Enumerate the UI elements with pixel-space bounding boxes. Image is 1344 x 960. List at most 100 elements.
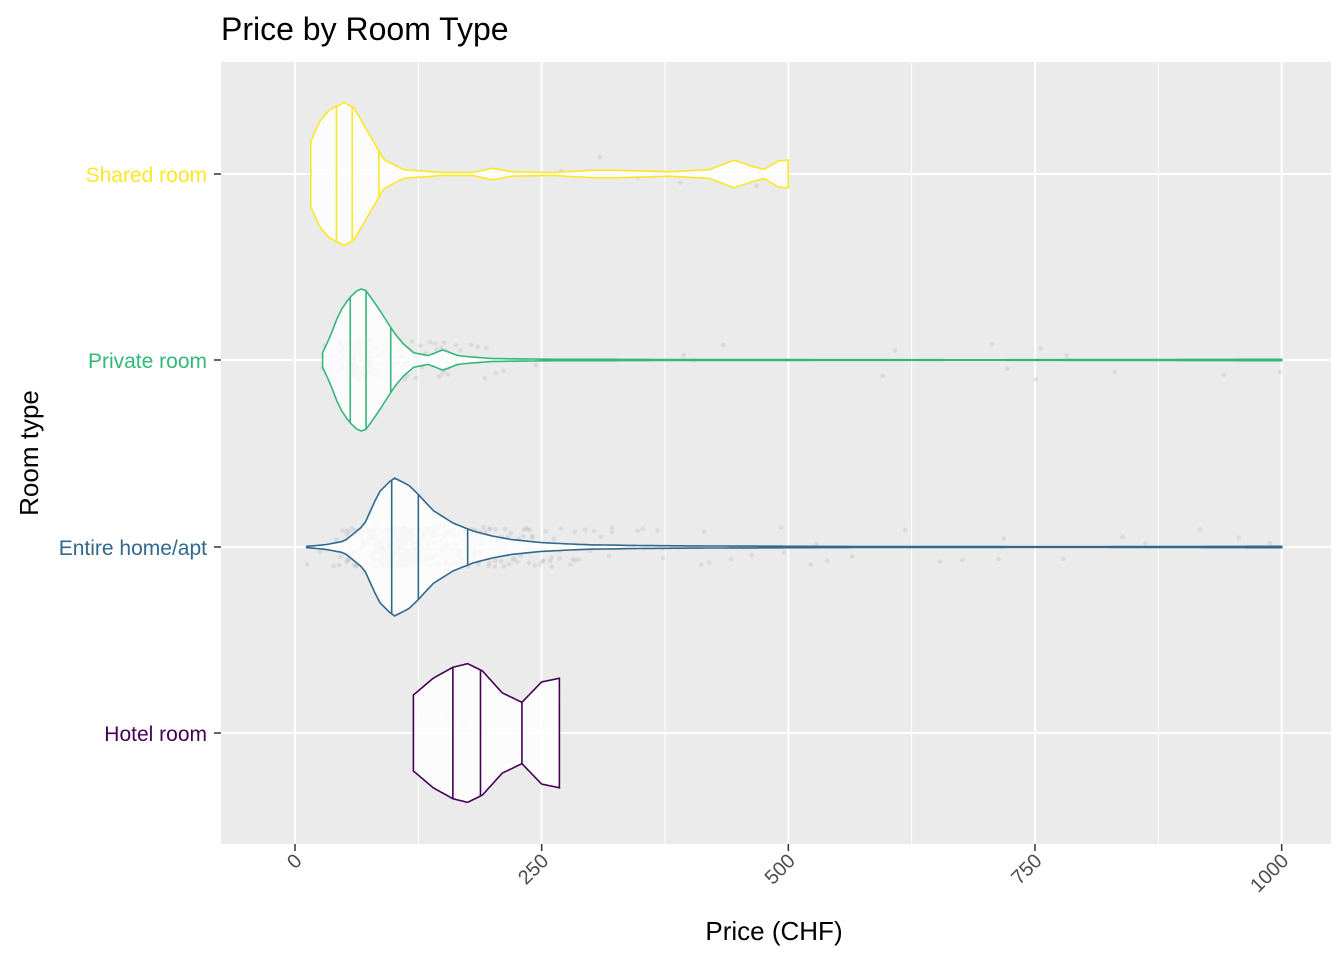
data-point [549,555,554,561]
data-point [606,554,612,559]
chart-title: Price by Room Type [221,11,509,47]
data-point [640,526,646,531]
data-point [525,527,530,532]
data-point [1236,535,1242,541]
data-point [418,343,424,349]
data-point [707,560,712,565]
data-point [331,563,336,569]
data-point [779,525,784,530]
data-point [492,564,498,569]
data-point [808,562,813,567]
data-point [825,558,830,563]
data-point [902,527,908,533]
data-point [1112,369,1118,374]
data-point [598,534,604,540]
data-point [338,554,343,560]
data-point [597,154,602,160]
data-point [591,528,597,534]
data-point [353,564,359,569]
data-point [681,352,686,358]
data-point [1038,346,1043,351]
data-point [814,541,819,547]
data-point [404,373,410,379]
data-point [1005,366,1010,372]
data-point [728,557,734,562]
x-tick-label: 750 [1007,850,1046,889]
data-point [526,560,532,566]
data-point [351,563,357,568]
data-point [413,375,419,381]
x-axis-title: Price (CHF) [705,916,842,946]
x-tick-label: 500 [761,850,800,889]
data-point [440,370,446,376]
data-point [501,564,507,569]
data-point [677,180,683,185]
data-point [1142,541,1148,546]
data-point [530,535,535,540]
data-point [572,529,578,534]
data-point [1001,536,1007,541]
x-tick-label: 250 [514,850,553,889]
data-point [518,553,524,558]
y-axis-title: Room type [14,390,44,516]
data-point [892,348,898,353]
data-point [506,562,512,567]
violins [306,101,1283,804]
data-point [521,527,526,533]
y-tick-label: Entire home/apt [59,537,207,560]
violin-private-room [321,288,1283,432]
y-tick-label: Private room [88,350,207,373]
data-point [582,527,588,533]
y-tick-label: Hotel room [104,723,207,746]
data-point [333,537,339,542]
data-point [1064,352,1070,358]
data-point [484,345,489,351]
data-point [502,526,508,532]
data-point [543,528,548,534]
data-point [402,377,408,382]
plot-panel [221,62,1331,844]
data-point [487,526,493,532]
data-point [475,344,481,350]
data-point [754,183,759,189]
data-point [493,558,498,563]
data-point [557,556,562,561]
data-point [346,557,352,563]
data-point [781,550,787,555]
data-point [476,561,481,567]
data-point [508,530,513,536]
data-point [458,348,463,353]
data-point [434,347,439,352]
data-point [635,528,640,533]
data-point [482,376,488,381]
data-point [996,556,1002,562]
data-point [409,339,414,344]
data-point [702,529,707,534]
data-point [989,341,995,347]
data-point [880,373,885,379]
data-point [1277,369,1283,375]
data-point [481,525,486,530]
data-point [576,557,581,562]
data-point [427,340,433,345]
data-point [1061,556,1066,562]
data-point [468,342,474,348]
data-point [499,559,504,564]
data-point [487,560,492,566]
data-point [527,527,533,533]
data-point [960,558,965,563]
data-point [1197,527,1203,532]
data-point [547,558,553,564]
x-axis: 0 250 500 750 1000 [283,844,1293,897]
data-point [1120,534,1125,540]
data-point [432,341,438,346]
violin-entire-home-apt [306,477,1283,617]
data-point [487,526,493,531]
data-point [345,557,350,562]
data-point [850,554,855,559]
data-point [493,527,498,532]
data-point [570,556,575,562]
data-point [540,558,546,563]
data-point [533,362,539,368]
